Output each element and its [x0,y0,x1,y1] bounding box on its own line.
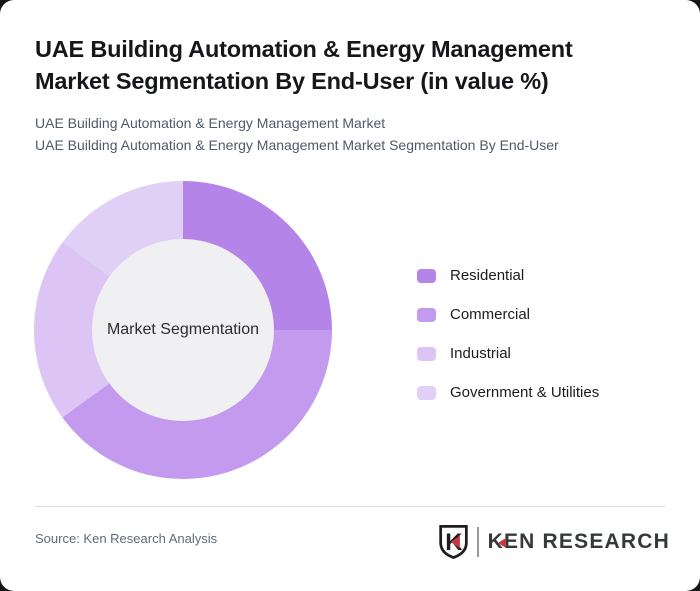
donut-chart: Market Segmentation [34,181,332,479]
legend-swatch [417,385,436,400]
shield-monogram-icon: K [438,525,468,560]
legend-item: Commercial [417,306,599,323]
page-title-line2: Market Segmentation By End-User (in valu… [35,67,549,94]
logo-k-red-triangle-icon [497,538,506,548]
legend-swatch [417,346,436,361]
page-title-line1: UAE Building Automation & Energy Managem… [35,36,573,62]
logo-text: K EN RESEARCH [488,530,670,554]
legend-item: Industrial [417,345,599,362]
legend-label: Residential [450,267,525,284]
legend-swatch [417,307,436,322]
chart-subtitles: UAE Building Automation & Energy Managem… [35,113,559,156]
footer-divider [35,506,665,507]
donut-center: Market Segmentation [92,239,274,421]
chart-subtitle-1: UAE Building Automation & Energy Managem… [35,115,386,131]
donut-center-label: Market Segmentation [106,321,260,338]
legend-label: Industrial [450,345,511,362]
logo-text-rest: EN RESEARCH [503,530,670,553]
shield-red-triangle [450,535,460,549]
ken-research-logo: K KEN RESEARCH [437,522,670,562]
legend: Residential Commercial Industrial Governmen… [417,267,600,424]
legend-item: Residential [417,267,599,284]
legend-label: Government & Utilities [450,384,600,401]
chart-subtitle-2: UAE Building Automation & Energy Managem… [35,136,559,153]
legend-swatch [417,268,436,283]
page-title: UAE Building Automation & Energy Managem… [35,34,573,97]
logo-separator [476,527,479,557]
source-text: Source: Ken Research Analysis [35,531,218,546]
legend-item: Government & Utilities [417,384,600,401]
legend-label: Commercial [450,306,531,323]
